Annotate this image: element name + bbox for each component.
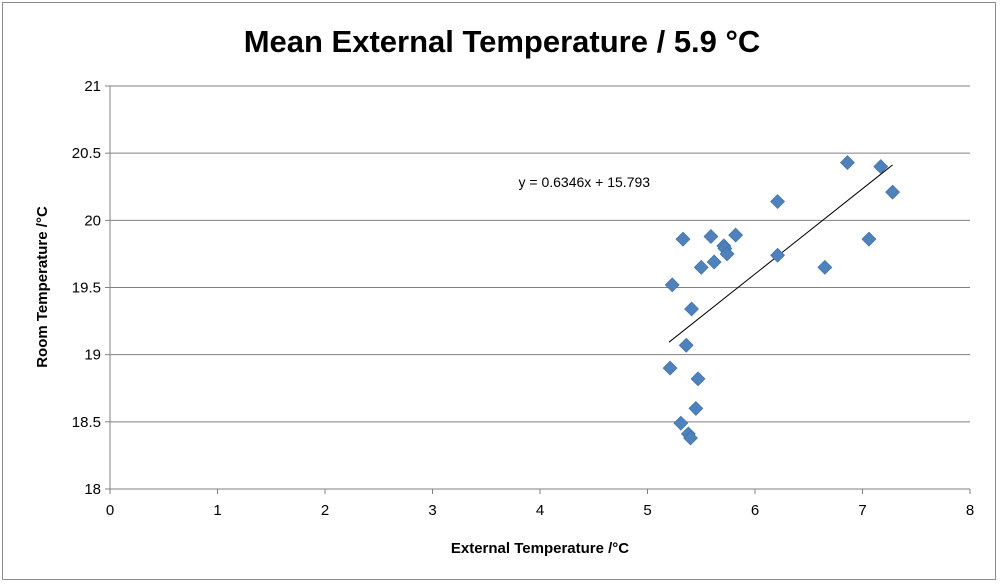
- y-tick-labels: 18 18.5 19 19.5 20 20.5 21: [72, 78, 101, 498]
- trendline-group: y = 0.6346x + 15.793: [519, 164, 893, 343]
- x-tick-label: 5: [643, 502, 651, 519]
- x-tick-labels: 0 1 2 3 4 5 6 7 8: [106, 502, 974, 519]
- data-point: [688, 400, 704, 416]
- data-point: [770, 194, 785, 209]
- data-point: [706, 254, 722, 270]
- data-point: [728, 227, 744, 243]
- x-tick-label: 2: [321, 502, 329, 519]
- y-tick-label: 20.5: [72, 145, 101, 162]
- x-tick-label: 6: [751, 502, 759, 519]
- data-point: [684, 301, 699, 317]
- y-tick-label: 19.5: [72, 280, 101, 297]
- data-point: [861, 231, 877, 247]
- data-point: [675, 231, 691, 247]
- x-tick-label: 1: [213, 502, 221, 519]
- y-tick-label: 20: [84, 212, 101, 229]
- y-tick-label: 18.5: [72, 414, 101, 431]
- data-point: [873, 159, 889, 175]
- data-point: [817, 259, 833, 275]
- data-point: [690, 371, 706, 387]
- data-point: [703, 229, 719, 244]
- chart-title: Mean External Temperature / 5.9 °C: [244, 24, 761, 59]
- trendline-equation: y = 0.6346x + 15.793: [519, 174, 651, 190]
- axes: [105, 85, 971, 494]
- data-point: [664, 277, 680, 293]
- y-tick-label: 21: [84, 78, 101, 95]
- gridlines: [110, 85, 970, 423]
- data-point: [693, 259, 709, 275]
- y-axis-title: Room Temperature /°C: [34, 206, 51, 368]
- data-point: [770, 247, 785, 263]
- x-axis-title: External Temperature /°C: [451, 540, 629, 557]
- data-points: [662, 155, 901, 446]
- y-tick-label: 19: [84, 347, 101, 364]
- y-tick-label: 18: [84, 481, 101, 498]
- data-point: [662, 360, 678, 376]
- x-tick-label: 4: [536, 502, 544, 519]
- data-point: [885, 184, 901, 200]
- data-point: [678, 337, 694, 353]
- data-point: [840, 155, 855, 170]
- x-tick-label: 8: [966, 502, 974, 519]
- x-tick-label: 3: [428, 502, 436, 519]
- x-tick-label: 7: [858, 502, 866, 519]
- data-point: [683, 430, 698, 446]
- x-tick-label: 0: [106, 502, 114, 519]
- data-point: [719, 246, 735, 262]
- data-point: [673, 415, 689, 431]
